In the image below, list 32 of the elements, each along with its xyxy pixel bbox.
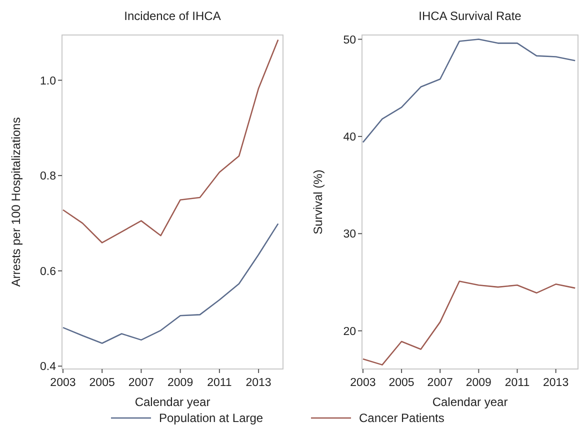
line-series — [362, 38, 576, 143]
x-tick-label: 2013 — [246, 377, 272, 389]
x-tick-label: 2011 — [207, 377, 232, 389]
x-tick-label: 2009 — [466, 377, 492, 389]
x-tick-label: 2005 — [89, 377, 115, 389]
y-tick-label: 20 — [343, 326, 356, 338]
y-tick-label: 40 — [343, 131, 356, 144]
legend-label: Population at Large — [159, 411, 264, 425]
y-tick-label: 0.4 — [40, 361, 57, 374]
x-axis-title: Calendar year — [134, 395, 210, 409]
legend-label: Cancer Patients — [359, 411, 444, 425]
y-axis-title: Arrests per 100 Hospitalizations — [9, 117, 23, 287]
x-tick-label: 2003 — [350, 377, 376, 389]
y-tick-label: 0.6 — [40, 266, 56, 278]
line-series — [362, 280, 576, 366]
y-tick-label: 50 — [343, 34, 356, 46]
x-axis-title: Calendar year — [432, 395, 508, 409]
line-series — [62, 223, 279, 344]
x-tick-label: 2009 — [168, 377, 194, 389]
x-tick-label: 2011 — [504, 377, 530, 389]
x-tick-label: 2003 — [50, 377, 76, 389]
x-tick-label: 2007 — [427, 377, 453, 389]
chart-title: Incidence of IHCA — [124, 9, 221, 23]
y-axis-title: Survival (%) — [311, 170, 325, 234]
x-tick-label: 2013 — [543, 377, 569, 389]
x-tick-label: 2005 — [388, 377, 414, 389]
y-tick-label: 1.0 — [40, 75, 56, 88]
y-tick-label: 0.8 — [40, 170, 56, 183]
chart-title: IHCA Survival Rate — [418, 9, 522, 23]
x-tick-label: 2007 — [128, 377, 154, 389]
line-series — [62, 39, 279, 244]
y-tick-label: 30 — [343, 228, 356, 241]
